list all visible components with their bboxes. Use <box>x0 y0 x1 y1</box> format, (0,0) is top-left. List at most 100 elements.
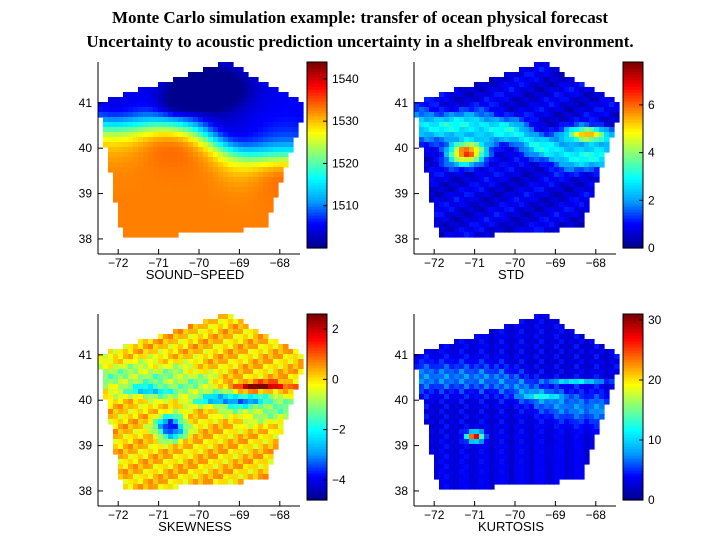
heatmap-cell <box>133 167 139 173</box>
heatmap-cell <box>444 419 450 425</box>
heatmap-cell <box>524 429 530 435</box>
heatmap-cell <box>544 217 550 223</box>
heatmap-cell <box>163 449 169 455</box>
y-tick-label: 40 <box>395 141 409 155</box>
heatmap-cell <box>138 469 144 475</box>
heatmap-cell <box>108 414 114 420</box>
heatmap-cell <box>434 187 440 193</box>
heatmap-cell <box>549 92 555 98</box>
heatmap-cell <box>439 359 445 365</box>
heatmap-cell <box>489 394 495 400</box>
heatmap-cell <box>233 404 239 410</box>
heatmap-cell <box>439 414 445 420</box>
heatmap-cell <box>263 182 269 188</box>
heatmap-cell <box>203 344 209 350</box>
heatmap-cell <box>268 182 274 188</box>
colorbar-segment <box>623 452 643 456</box>
heatmap-cell <box>429 152 435 158</box>
heatmap-cell <box>233 469 239 475</box>
heatmap-cell <box>138 127 144 133</box>
heatmap-cell <box>529 424 535 430</box>
heatmap-cell <box>464 459 470 465</box>
heatmap-cell <box>449 227 455 233</box>
heatmap-cell <box>464 222 470 228</box>
heatmap-cell <box>564 364 570 370</box>
colorbar-segment <box>623 491 643 495</box>
colorbar-segment <box>623 104 643 108</box>
heatmap-cell <box>198 464 204 470</box>
heatmap-cell <box>524 424 530 430</box>
heatmap-cell <box>454 474 460 480</box>
heatmap-cell <box>564 202 570 208</box>
heatmap-cell <box>499 359 505 365</box>
heatmap-cell <box>579 127 585 133</box>
heatmap-cell <box>534 339 540 345</box>
heatmap-cell <box>484 162 490 168</box>
heatmap-cell <box>459 474 465 480</box>
heatmap-cell <box>444 212 450 218</box>
heatmap-cell <box>524 122 530 128</box>
heatmap-cell <box>258 147 264 153</box>
heatmap-cell <box>544 449 550 455</box>
heatmap-cell <box>554 162 560 168</box>
heatmap-cell <box>158 414 164 420</box>
heatmap-cell <box>544 374 550 380</box>
colorbar-segment <box>307 320 327 324</box>
heatmap-cell <box>288 97 294 103</box>
colorbar-segment <box>623 422 643 426</box>
heatmap-cell <box>123 92 129 98</box>
heatmap-cell <box>223 187 229 193</box>
heatmap-cell <box>529 217 535 223</box>
heatmap-cell <box>208 429 214 435</box>
heatmap-cell <box>529 449 535 455</box>
heatmap-cell <box>564 349 570 355</box>
heatmap-cell <box>233 222 239 228</box>
heatmap-cell <box>534 394 540 400</box>
heatmap-cell <box>499 182 505 188</box>
heatmap-cell <box>589 172 595 178</box>
heatmap-cell <box>539 369 545 375</box>
heatmap-cell <box>449 459 455 465</box>
heatmap-cell <box>559 102 565 108</box>
heatmap-cell <box>163 207 169 213</box>
heatmap-cell <box>499 329 505 335</box>
heatmap-cell <box>444 469 450 475</box>
heatmap-cell <box>514 127 520 133</box>
heatmap-cell <box>233 319 239 325</box>
heatmap-cell <box>574 112 580 118</box>
heatmap-cell <box>469 459 475 465</box>
heatmap-cell <box>499 469 505 475</box>
heatmap-cell <box>524 324 530 330</box>
heatmap-cell <box>484 334 490 340</box>
heatmap-cell <box>564 389 570 395</box>
heatmap-cell <box>474 187 480 193</box>
heatmap-cell <box>459 484 465 490</box>
heatmap-cell <box>203 97 209 103</box>
heatmap-cell <box>173 112 179 118</box>
heatmap-cell <box>484 424 490 430</box>
heatmap-cell <box>183 77 189 83</box>
heatmap-cell <box>238 102 244 108</box>
heatmap-cell <box>103 112 109 118</box>
heatmap-cell <box>248 449 254 455</box>
heatmap-cell <box>198 142 204 148</box>
heatmap-cell <box>223 182 229 188</box>
heatmap-cell <box>594 117 600 123</box>
heatmap-cell <box>223 102 229 108</box>
heatmap-cell <box>228 157 234 163</box>
heatmap-cell <box>253 87 259 93</box>
heatmap-cell <box>118 354 124 360</box>
heatmap-cell <box>118 349 124 355</box>
heatmap-cell <box>579 474 585 480</box>
heatmap-cell <box>143 177 149 183</box>
heatmap-cell <box>123 374 129 380</box>
heatmap-cell <box>233 157 239 163</box>
heatmap-cell <box>479 384 485 390</box>
heatmap-cell <box>469 404 475 410</box>
heatmap-cell <box>168 484 174 490</box>
heatmap-cell <box>278 127 284 133</box>
heatmap-cell <box>158 354 164 360</box>
heatmap-cell <box>484 429 490 435</box>
heatmap-cell <box>138 344 144 350</box>
heatmap-cell <box>509 419 515 425</box>
